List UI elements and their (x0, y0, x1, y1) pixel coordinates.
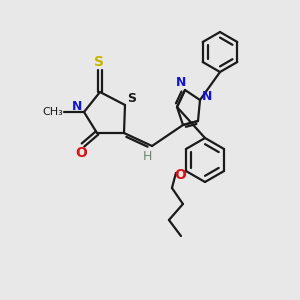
Text: N: N (202, 89, 212, 103)
Text: S: S (94, 55, 104, 69)
Text: H: H (142, 151, 152, 164)
Text: CH₃: CH₃ (43, 107, 63, 117)
Text: O: O (75, 146, 87, 160)
Text: O: O (174, 168, 186, 182)
Text: N: N (176, 76, 186, 88)
Text: S: S (128, 92, 136, 104)
Text: N: N (72, 100, 82, 113)
